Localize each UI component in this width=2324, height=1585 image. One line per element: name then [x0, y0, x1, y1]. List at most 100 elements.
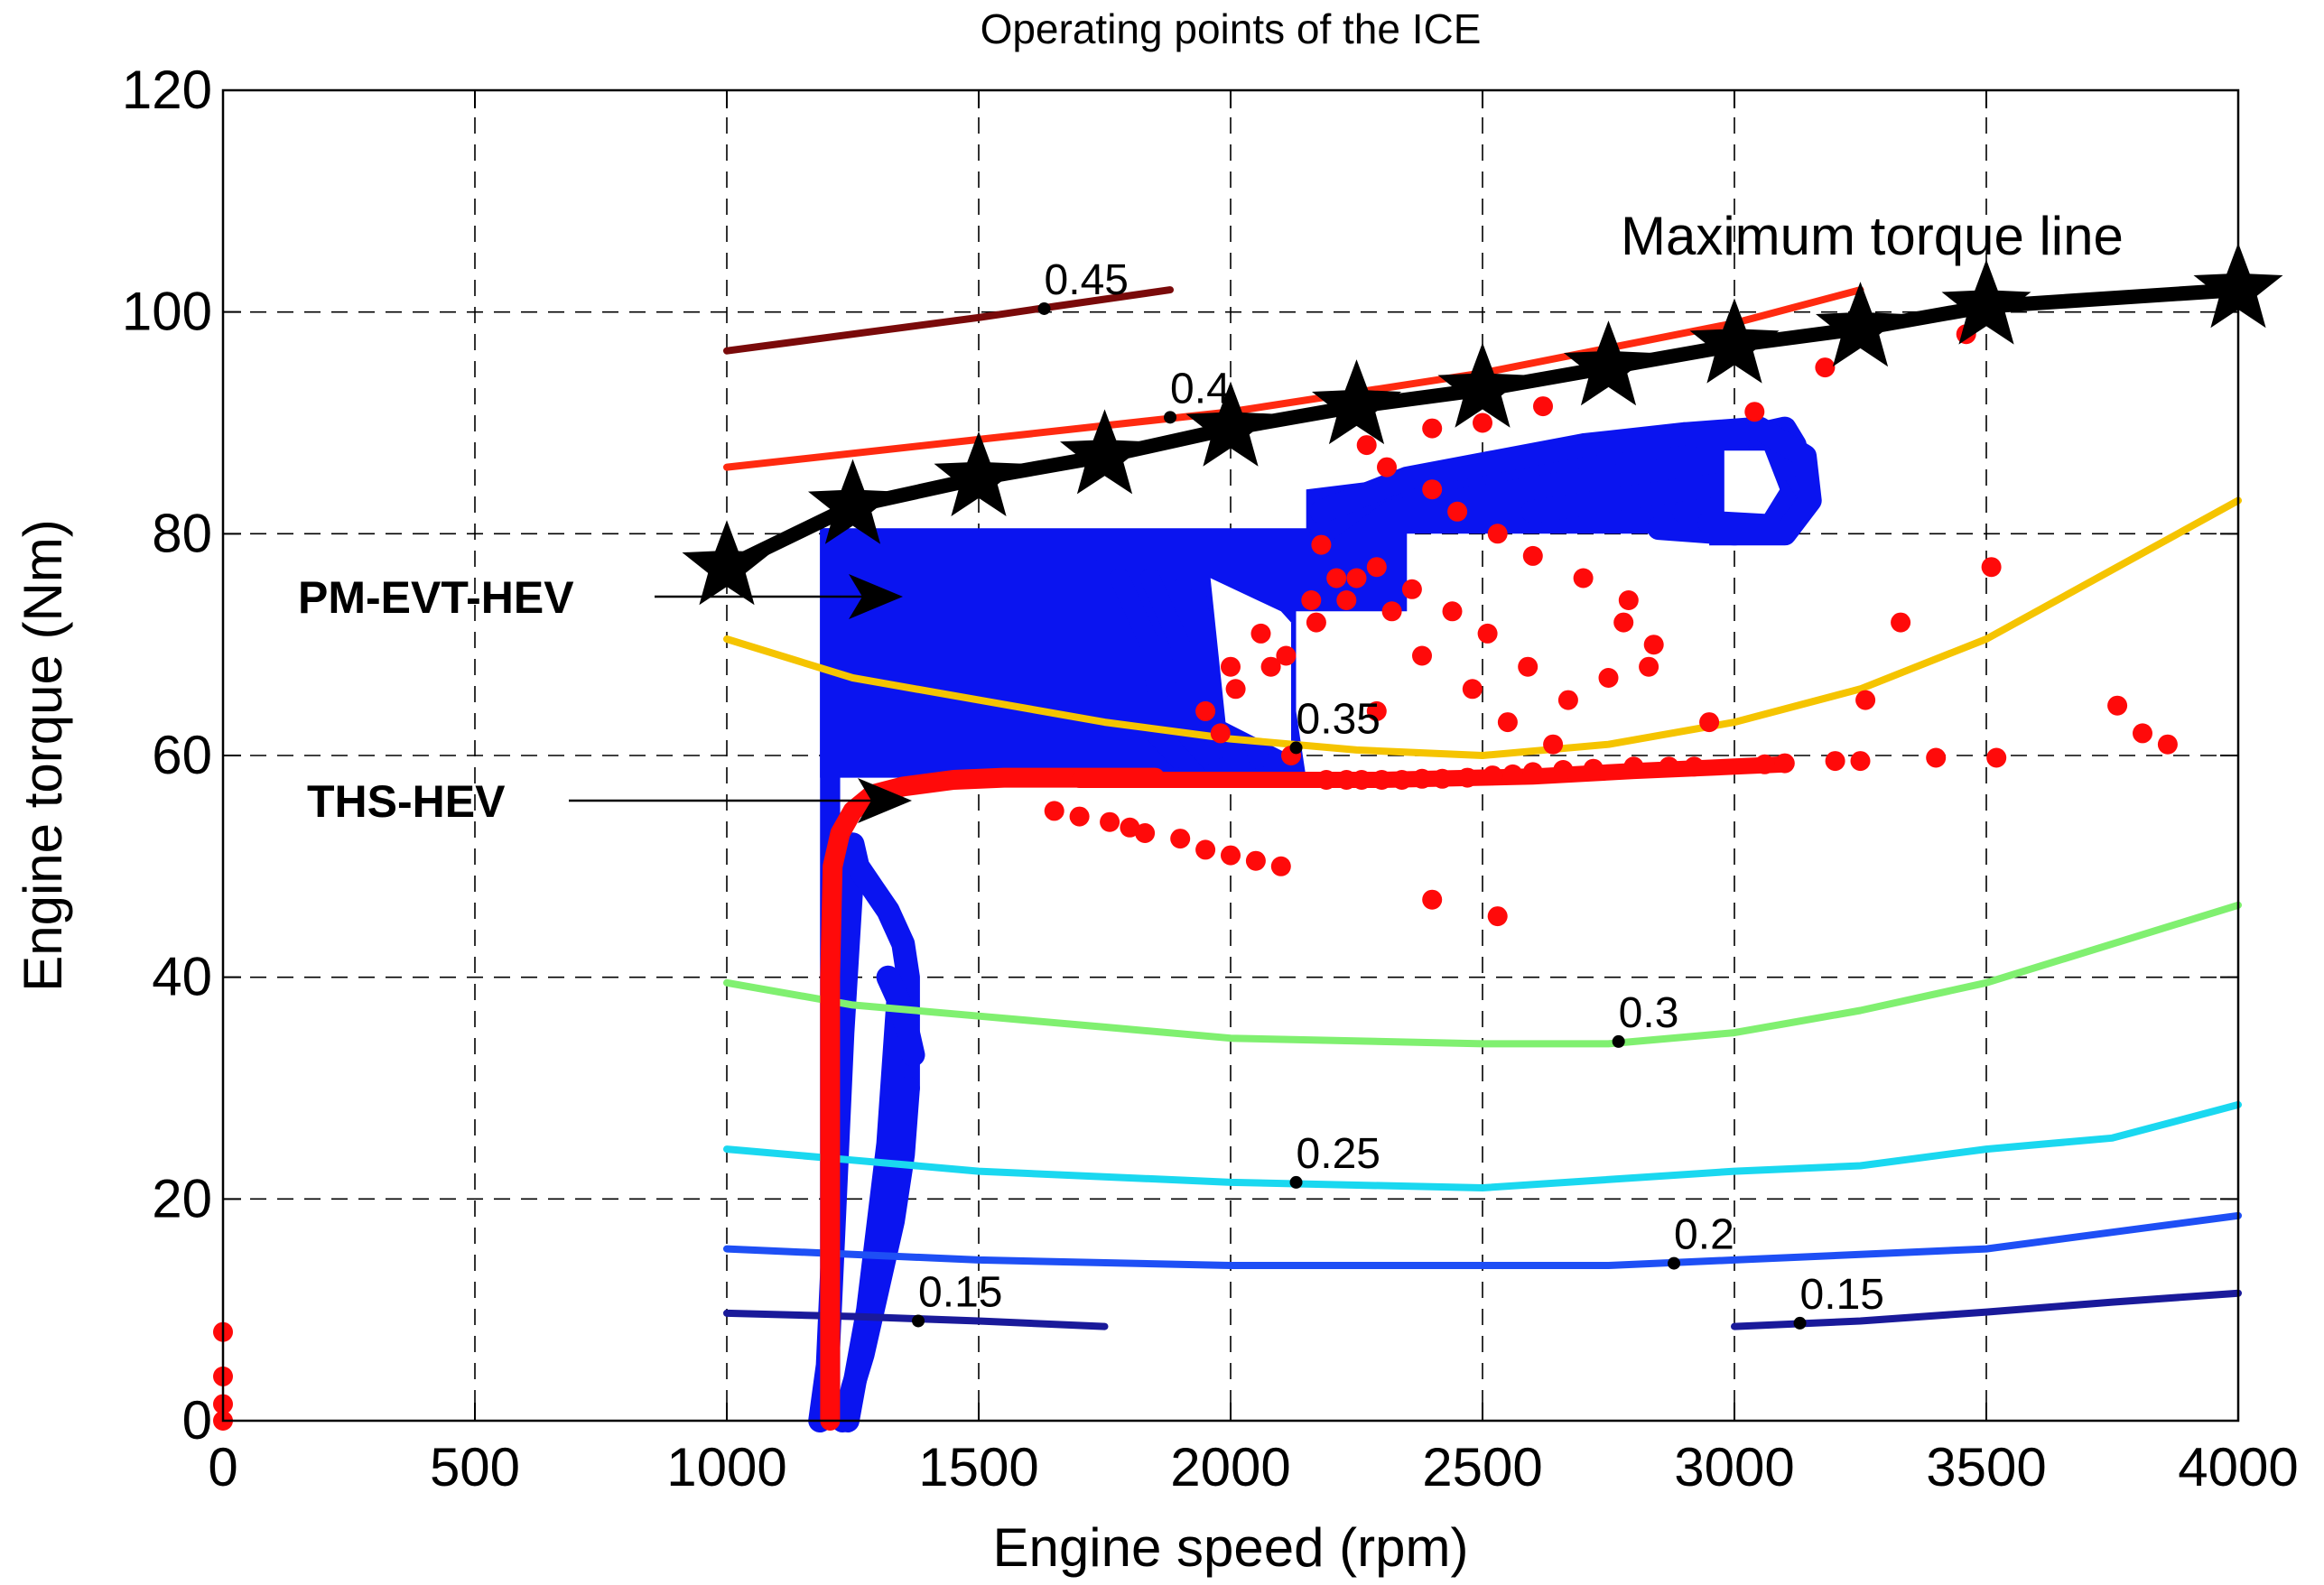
contour-label-dot — [1164, 411, 1177, 424]
ths-hev-point — [1260, 656, 1281, 677]
ths-hev-point — [1623, 756, 1644, 777]
ths-hev-point — [1270, 856, 1291, 876]
contour-label: 0.2 — [1674, 1211, 1734, 1259]
pm-evt-hev-gap — [1210, 578, 1291, 755]
ths-hev-point — [1442, 601, 1463, 622]
max-torque-star — [682, 520, 772, 606]
contour-0.3 — [723, 901, 2242, 1048]
contour-0.45 — [723, 286, 1174, 355]
ticks: 0 500 1000 1500 2000 2500 3000 3500 4000 0 20 40 60 8… — [122, 60, 2299, 1497]
ths-hev-point — [2157, 734, 2178, 755]
pm-evt-hev-lobe — [1079, 557, 1147, 744]
ths-hev-point — [1497, 712, 1518, 733]
pm-evt-hev-lobe — [1139, 568, 1211, 776]
contour-0.15 — [1731, 1289, 2242, 1330]
ths-hev-point — [1926, 747, 1947, 768]
contour-label-dot — [1289, 1175, 1303, 1189]
ths-hev-point — [1225, 679, 1246, 700]
ths-hev-point — [1356, 435, 1377, 456]
x-tick-label: 0 — [208, 1437, 237, 1497]
ths-hev-point — [1986, 747, 2007, 768]
ths-hev-point — [1120, 817, 1140, 838]
ths-hev-point — [1557, 690, 1578, 710]
contour-label: 0.35 — [1297, 695, 1380, 743]
x-tick-label: 1000 — [666, 1437, 786, 1497]
ths-hev-point — [1457, 767, 1478, 788]
ths-hev-point — [1422, 889, 1443, 910]
ths-hev-point — [1371, 770, 1392, 790]
pm-evt-hev-lobe — [1110, 568, 1180, 775]
ths-hev-point — [1684, 756, 1705, 777]
chart-title: Operating points of the ICE — [981, 5, 1482, 52]
ths-hev-point — [1825, 751, 1845, 772]
ths-hev-point — [1366, 700, 1387, 721]
y-tick-label: 0 — [182, 1390, 212, 1451]
max-torque-label: Maximum torque line — [1621, 206, 2124, 266]
ths-hev-point — [1487, 524, 1508, 544]
ths-hev-point — [1170, 829, 1191, 849]
contour-label-dot — [1793, 1316, 1807, 1330]
ths-hev-point — [1522, 762, 1543, 783]
ths-hev-point — [1447, 501, 1468, 522]
y-tick-label: 120 — [122, 60, 212, 120]
ths-hev-point — [1639, 656, 1659, 677]
contour-label: 0.4 — [1170, 365, 1231, 412]
pm-evt-hev-gap-2 — [1331, 633, 1408, 734]
y-tick-label: 100 — [122, 282, 212, 342]
ths-hev-point — [1483, 765, 1503, 786]
max-torque-line — [682, 243, 2283, 606]
x-tick-label: 2000 — [1170, 1437, 1290, 1497]
x-axis-label: Engine speed (rpm) — [993, 1517, 1469, 1578]
ths-hev-point — [1210, 723, 1231, 744]
ths-hev-point — [1659, 756, 1679, 777]
max-torque-star — [1689, 298, 1780, 384]
max-torque-star — [1941, 259, 2031, 345]
ths-hev-point — [1381, 601, 1402, 622]
ths-hev-point — [1250, 623, 1271, 644]
ths-hev-point — [1377, 457, 1397, 477]
contour-label-dot — [912, 1314, 925, 1328]
ths-hev-point — [1195, 700, 1216, 721]
ths-hev-point — [1301, 590, 1322, 610]
ths-hev-arrowhead — [858, 778, 912, 823]
series-pm-evt-hev-points — [808, 416, 1822, 1432]
ths-hev-point — [1412, 645, 1432, 666]
x-tick-label: 500 — [430, 1437, 520, 1497]
ths-hev-point — [1643, 635, 1664, 655]
ths-hev-point — [1891, 612, 1911, 633]
contour-label: 0.25 — [1297, 1130, 1380, 1178]
ths-hev-point — [1855, 690, 1876, 710]
contour-labels: 0.45 0.4 0.35 0.3 0.25 0.2 0.15 0.15 — [912, 256, 1884, 1330]
ths-hev-label: THS-HEV — [307, 776, 506, 827]
x-tick-label: 2500 — [1422, 1437, 1542, 1497]
ths-hev-point — [1245, 850, 1266, 871]
ths-hev-point — [1412, 768, 1432, 789]
contour-label: 0.3 — [1619, 989, 1679, 1037]
ths-hev-point — [1543, 734, 1564, 755]
pm-evt-hev-inner-white — [1724, 450, 1780, 514]
ths-hev-point — [1553, 760, 1574, 780]
ths-hev-point — [1346, 568, 1367, 589]
ths-hev-point — [1391, 770, 1412, 790]
ths-hev-vertical-trace — [820, 767, 1166, 1431]
contour-label: 0.15 — [1800, 1271, 1884, 1319]
max-torque-star — [1185, 381, 1276, 467]
max-torque-star — [1564, 320, 1653, 406]
ths-hev-point — [1311, 534, 1332, 555]
max-torque-star — [808, 459, 897, 544]
contour-label: 0.45 — [1045, 256, 1129, 304]
ths-hev-point — [1195, 839, 1216, 860]
y-tick-label: 40 — [152, 947, 212, 1007]
ths-hev-point — [1316, 770, 1336, 790]
pm-evt-hev-loop — [1683, 416, 1822, 546]
ths-hev-point — [1754, 754, 1775, 774]
ths-hev-point — [1221, 845, 1241, 866]
pm-evt-hev-lobe — [1170, 579, 1236, 760]
max-torque-star — [934, 431, 1024, 516]
ths-hev-point — [1815, 357, 1836, 378]
ths-hev-point — [1613, 612, 1634, 633]
pm-evt-hev-trace — [841, 832, 920, 1100]
max-torque-star — [1312, 359, 1401, 445]
ths-hev-point — [1100, 811, 1120, 832]
